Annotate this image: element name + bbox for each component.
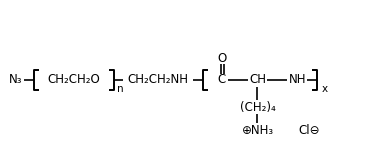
Text: n: n <box>117 84 124 94</box>
Text: CH₂CH₂NH: CH₂CH₂NH <box>128 73 189 86</box>
Text: O: O <box>217 52 226 65</box>
Text: x: x <box>322 84 328 94</box>
Text: Cl⊖: Cl⊖ <box>298 124 320 137</box>
Text: C: C <box>218 73 226 86</box>
Text: NH: NH <box>288 73 306 86</box>
Text: (CH₂)₄: (CH₂)₄ <box>240 101 275 114</box>
Text: ⊕NH₃: ⊕NH₃ <box>242 124 273 137</box>
Text: CH₂CH₂O: CH₂CH₂O <box>47 73 100 86</box>
Text: CH: CH <box>249 73 266 86</box>
Text: N₃: N₃ <box>9 73 22 86</box>
